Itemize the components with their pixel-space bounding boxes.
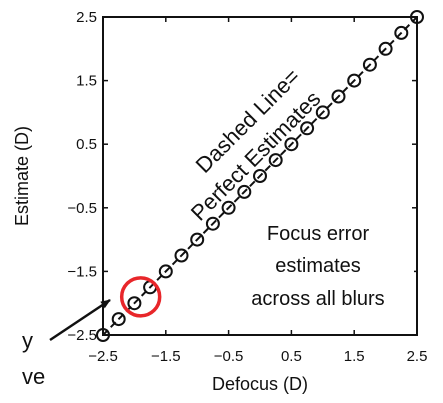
data-point-9 [237,184,252,199]
data-points [96,10,424,342]
data-point-0 [96,328,110,342]
reference-line-layer [102,16,418,336]
x-tick-label-0: −2.5 [88,348,118,365]
cut-text-fragment-1: y [22,328,33,353]
data-point-11 [268,153,283,168]
data-point-13 [300,121,315,136]
annotation-focus-error: Focus error [267,223,370,245]
highlight-circle [119,276,162,318]
highlight-layer [119,276,162,318]
annotation-box-background [230,220,414,318]
data-point-16 [347,73,362,88]
data-point-12 [284,137,299,152]
data-point-4 [158,264,173,279]
x-tick-label-5: 2.5 [407,348,428,365]
annotation-across-all-blurs: across all blurs [251,288,384,310]
reference-line [102,16,418,336]
y-tick-label-1: −1.5 [67,263,97,280]
x-tick-label-3: 0.5 [281,348,302,365]
y-tick-label-5: 2.5 [76,9,97,26]
data-point-8 [221,200,236,215]
annotation-estimates: estimates [275,255,361,277]
data-point-7 [205,216,220,231]
x-tick-label-2: −0.5 [214,348,244,365]
y-ticks: −2.5 −1.5 −0.5 0.5 1.5 2.5 [67,9,417,344]
y-axis-label: Estimate (D) [12,126,32,226]
x-tick-label-1: −1.5 [151,348,181,365]
x-tick-label-4: 1.5 [344,348,365,365]
data-point-14 [315,105,330,120]
data-point-17 [362,57,377,72]
data-point-2 [127,296,142,311]
data-point-5 [174,248,189,263]
x-ticks: −2.5 −1.5 −0.5 0.5 1.5 2.5 [88,17,427,365]
data-point-6 [190,232,205,247]
data-point-20 [410,10,424,24]
plot-frame [102,16,418,336]
data-point-15 [331,89,346,104]
data-point-1 [111,312,126,327]
y-tick-label-2: −0.5 [67,200,97,217]
cut-text-fragment-2: ve [22,364,45,389]
y-tick-label-0: −2.5 [67,327,97,344]
annotation-arrow [49,298,111,342]
data-point-18 [378,41,393,56]
data-point-19 [394,25,409,40]
data-point-10 [253,169,267,183]
x-axis-label: Defocus (D) [212,374,308,394]
y-tick-label-4: 1.5 [76,73,97,90]
y-tick-label-3: 0.5 [76,136,97,153]
